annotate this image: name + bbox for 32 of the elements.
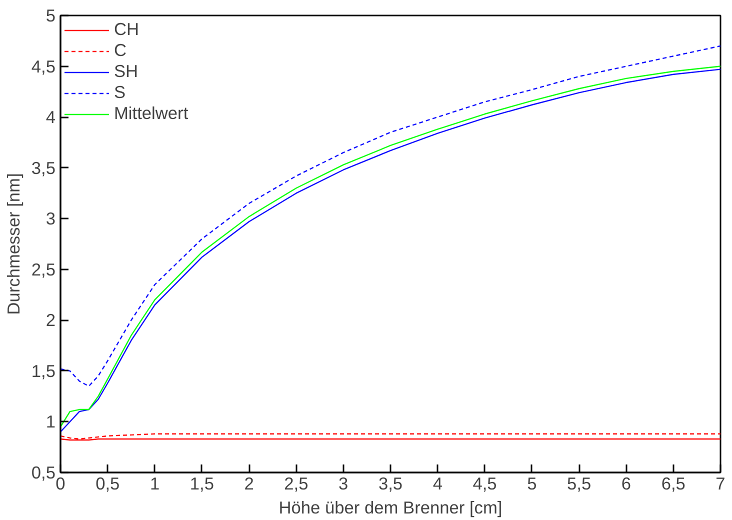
x-tick-label: 0 <box>56 474 66 494</box>
y-tick-label: 4,5 <box>31 56 56 76</box>
line-series <box>60 45 720 387</box>
legend-label: C <box>114 40 128 61</box>
x-tick-label: 2 <box>244 474 254 494</box>
y-tick-label: 1 <box>46 412 56 432</box>
legend-label: S <box>114 82 127 103</box>
x-tick-label: 2,5 <box>284 474 308 494</box>
x-tick-label: 4 <box>432 474 443 494</box>
y-tick-label: 2 <box>46 310 56 330</box>
y-tick-label: 3,5 <box>31 158 56 178</box>
legend-label: Mittelwert <box>114 103 188 124</box>
x-tick-label: 7 <box>716 474 726 494</box>
x-tick-label: 6 <box>621 474 632 494</box>
y-tick-label: 3 <box>46 208 56 229</box>
x-axis-title: Höhe über dem Brenner [cm] <box>278 498 502 518</box>
legend-label: CH <box>114 19 140 40</box>
x-tick-label: 5,5 <box>567 474 592 494</box>
x-tick-label: 0,5 <box>96 474 120 494</box>
y-axis-title: Durchmesser [nm] <box>3 173 24 315</box>
x-tick-label: 1 <box>150 474 160 494</box>
x-tick-label: 6,5 <box>661 474 686 494</box>
y-tick-label: 1,5 <box>31 360 56 381</box>
legend-label: SH <box>114 61 138 82</box>
x-tick-label: 4,5 <box>472 474 497 494</box>
x-tick-label: 5 <box>527 474 537 494</box>
y-tick-label: 5 <box>46 6 56 26</box>
x-tick-label: 3,5 <box>378 474 403 494</box>
x-tick-label: 1,5 <box>190 474 214 494</box>
y-tick-label: 4 <box>46 107 56 128</box>
y-tick-label: 2,5 <box>31 259 56 280</box>
x-tick-label: 3 <box>338 474 348 494</box>
